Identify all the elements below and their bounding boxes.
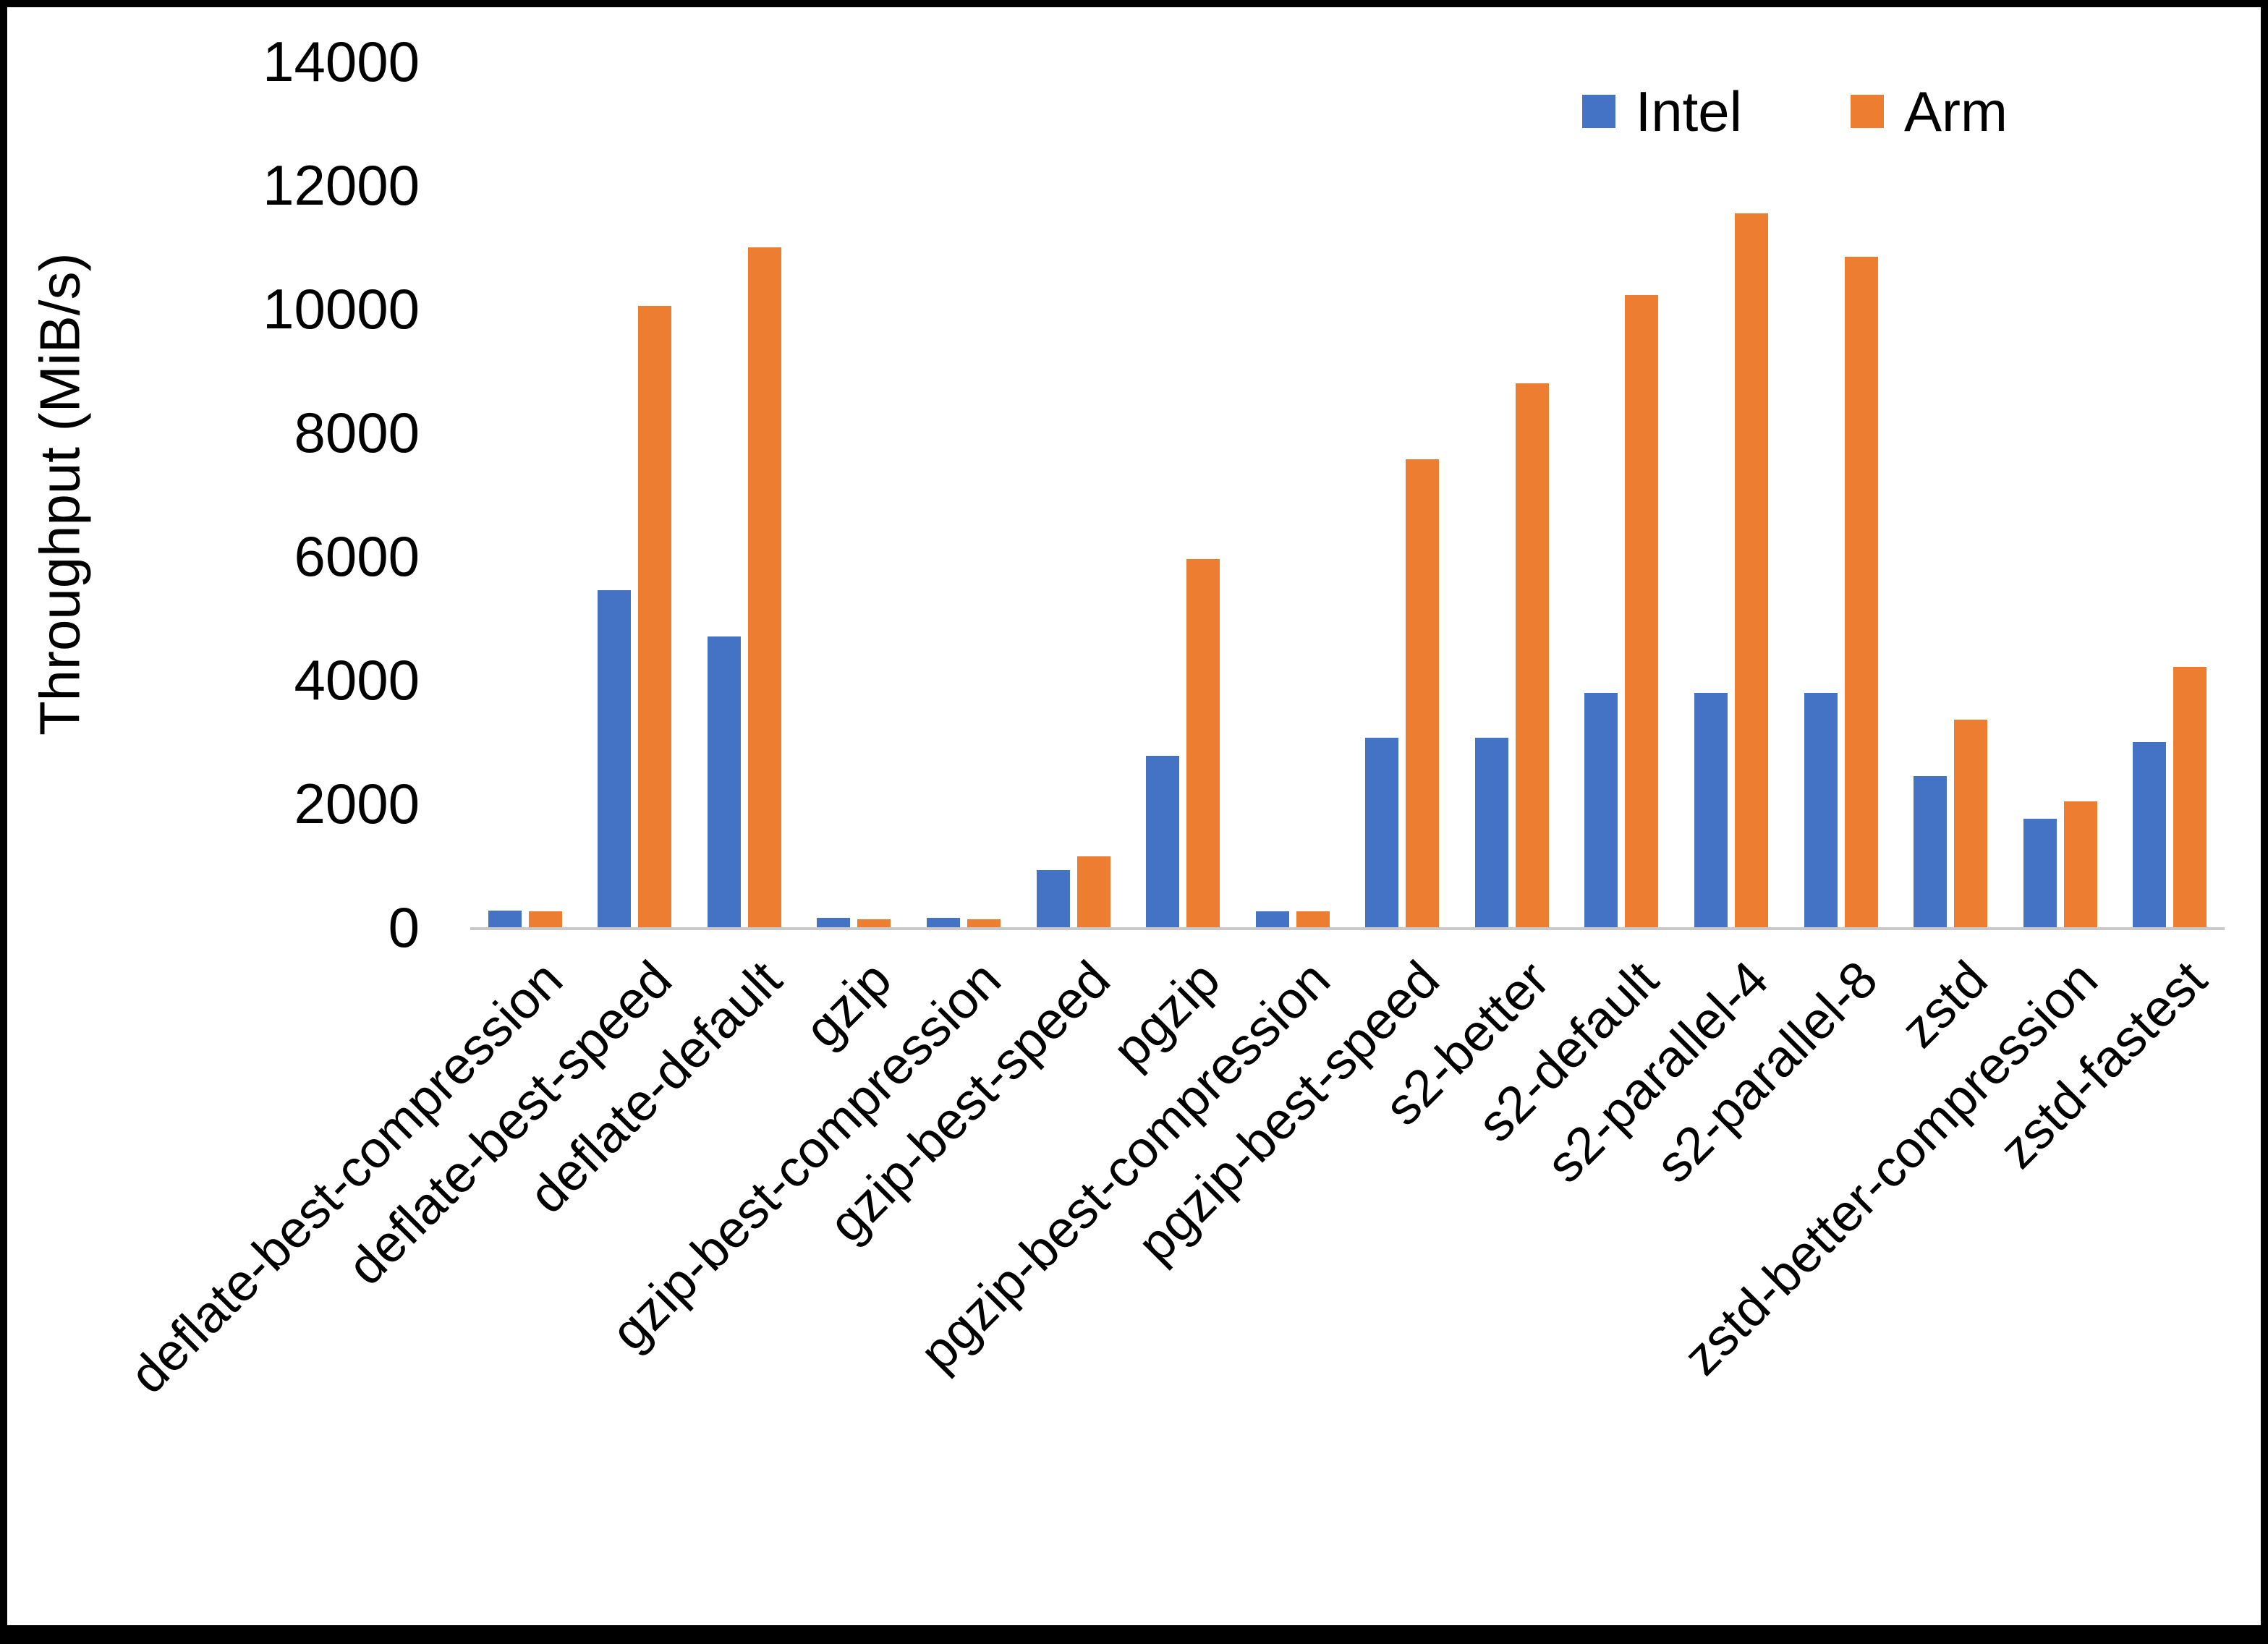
y-tick-label: 8000 (294, 401, 420, 464)
y-axis-labels: 0 2000 4000 6000 8000 10000 12000 14000 (123, 33, 420, 955)
bar-arm (857, 919, 891, 927)
bar-group (1238, 61, 1348, 927)
bar-arm (638, 305, 672, 927)
y-tick-label: 14000 (263, 30, 420, 93)
legend-swatch-icon (1581, 95, 1615, 128)
bar-arm (1296, 911, 1330, 927)
legend: Intel Arm (1581, 80, 2008, 143)
bar-arm (2063, 801, 2097, 927)
legend-swatch-icon (1851, 95, 1885, 128)
y-tick-label: 2000 (294, 772, 420, 835)
bars-row (470, 61, 2225, 927)
bar-intel (1584, 692, 1618, 927)
bar-intel (1365, 738, 1399, 927)
bar-intel (2133, 741, 2167, 927)
bar-arm (1186, 559, 1220, 927)
bar-group (1676, 61, 1786, 927)
x-axis-label: deflate-best-compression (119, 950, 574, 1405)
bar-group (1786, 61, 1896, 927)
y-tick-label: 6000 (294, 524, 420, 588)
y-tick-label: 4000 (294, 648, 420, 712)
bar-group (689, 61, 799, 927)
bar-intel (927, 918, 961, 927)
bar-intel (1694, 692, 1728, 927)
bar-group (1895, 61, 2005, 927)
legend-label: Arm (1904, 80, 2008, 143)
bar-arm (1515, 383, 1549, 927)
bar-arm (1734, 213, 1768, 927)
bar-group (799, 61, 909, 927)
plot-area (470, 61, 2225, 930)
x-label-cell: zstd-fastest (1989, 942, 2225, 1593)
bar-intel (1255, 911, 1289, 927)
bar-group (2005, 61, 2115, 927)
bar-group (1019, 61, 1129, 927)
bar-arm (967, 919, 1001, 927)
bar-intel (2023, 819, 2057, 927)
y-tick-label: 12000 (263, 153, 420, 217)
bar-intel (707, 636, 741, 927)
y-axis-title: Throughput (MiB/s) (27, 252, 92, 736)
bar-intel (1914, 775, 1948, 927)
bar-group (909, 61, 1019, 927)
bar-group (1457, 61, 1567, 927)
y-tick-label: 0 (388, 895, 420, 959)
bar-arm (1625, 295, 1659, 927)
bar-arm (528, 911, 562, 927)
bar-group (470, 61, 580, 927)
bar-arm (1076, 856, 1110, 927)
bar-intel (488, 910, 522, 927)
bar-intel (817, 918, 851, 927)
bar-arm (747, 247, 781, 927)
legend-label: Intel (1635, 80, 1743, 143)
bar-intel (1036, 869, 1070, 927)
bar-group (1348, 61, 1458, 927)
bar-arm (1954, 719, 1988, 927)
bar-arm (2173, 667, 2207, 927)
bar-arm (1406, 459, 1440, 927)
bar-group (580, 61, 690, 927)
legend-item-intel: Intel (1581, 80, 1743, 143)
x-axis-labels: deflate-best-compression deflate-best-spe… (119, 942, 2225, 1593)
bar-intel (598, 590, 632, 927)
y-tick-label: 10000 (263, 277, 420, 341)
bar-group (2115, 61, 2225, 927)
legend-item-arm: Arm (1851, 83, 2008, 140)
bar-intel (1804, 692, 1838, 927)
bar-group (1128, 61, 1238, 927)
bar-intel (1146, 756, 1180, 927)
bar-intel (1474, 738, 1508, 927)
bar-group (1567, 61, 1677, 927)
bar-arm (1844, 257, 1878, 927)
